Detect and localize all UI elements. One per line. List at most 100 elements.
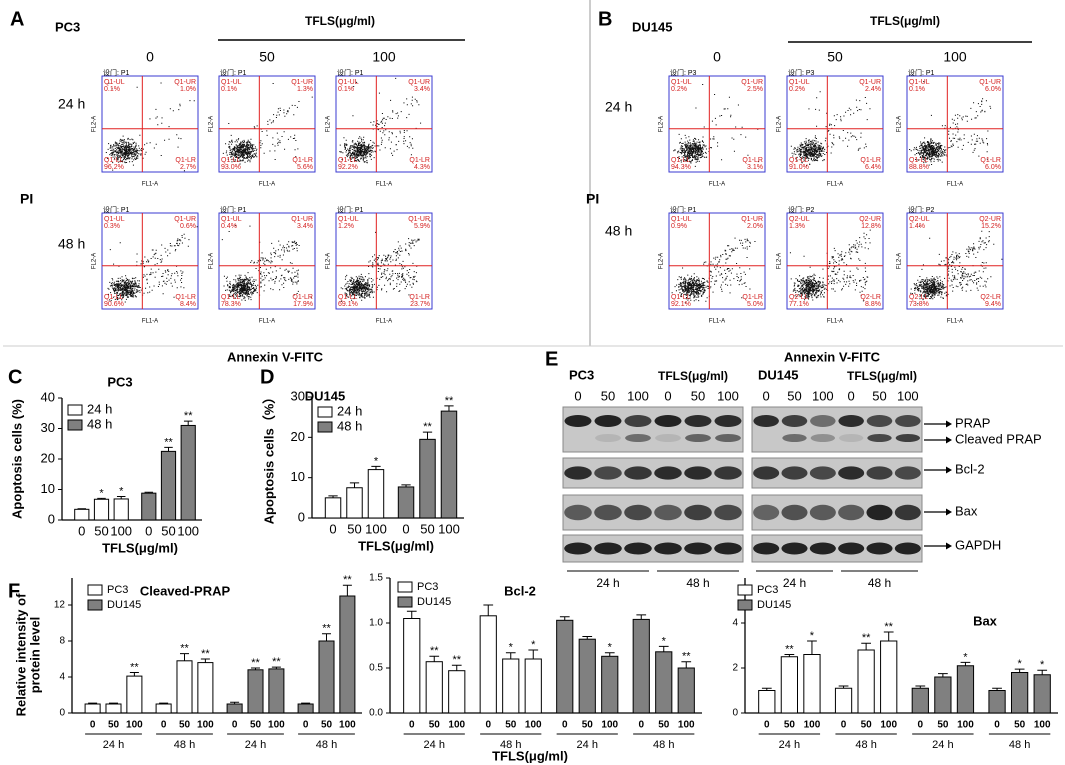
arrow-head <box>946 466 952 474</box>
plot-x-label: FL1-A <box>947 182 963 188</box>
quadrant-value: 3.4% <box>297 223 313 230</box>
cell-line: DU145 <box>758 367 798 382</box>
y-tick-label: 10 <box>291 469 305 484</box>
quadrant-name: Q1-UL <box>671 79 692 86</box>
plot-y-label: FL2-A <box>209 116 215 132</box>
error-bar <box>1037 669 1048 675</box>
error-bar <box>429 655 440 662</box>
chart-title: PC3 <box>107 374 132 389</box>
band <box>838 542 865 555</box>
bar <box>988 690 1006 714</box>
error-bar <box>271 666 281 669</box>
group-label: 24 h <box>779 739 800 751</box>
legend-swatch <box>67 419 83 431</box>
x-tick-label: 0 <box>638 720 644 731</box>
bar <box>556 619 574 714</box>
panel-letter: B <box>598 8 612 30</box>
band <box>894 466 921 480</box>
x-tick-label: 0 <box>329 521 336 536</box>
legend-label: PC3 <box>417 581 438 593</box>
band <box>809 504 836 521</box>
panel-letter: C <box>8 366 22 388</box>
bar <box>74 508 90 521</box>
x-tick-label: 0 <box>562 720 568 731</box>
quadrant-value: 6.0% <box>985 164 1001 171</box>
bar <box>632 618 650 714</box>
quadrant-value: 1.3% <box>297 86 313 93</box>
gate-label: 设门: P2 <box>908 205 935 214</box>
quadrant-value: 0.3% <box>104 223 120 230</box>
plot-x-label: FL1-A <box>142 182 158 188</box>
x-tick-label: 50 <box>179 720 191 731</box>
bar <box>126 675 143 714</box>
legend-swatch <box>317 421 333 433</box>
quadrant-name: Q1-LL <box>909 157 929 164</box>
x-tick-label: 50 <box>94 523 108 538</box>
quadrant-value: 0.4% <box>221 223 237 230</box>
legend-swatch <box>397 596 413 608</box>
band <box>594 504 622 521</box>
arrow-head <box>946 542 952 550</box>
blot-strip <box>562 457 744 489</box>
significance: * <box>810 630 815 642</box>
gate-label: 设门: P2 <box>788 205 815 214</box>
x-tick-label: 50 <box>321 720 333 731</box>
band <box>866 504 893 521</box>
time-label: 24 h <box>783 576 806 590</box>
quadrant-value: 0.1% <box>104 86 120 93</box>
quadrant-name: Q1-LR <box>980 157 1001 164</box>
quadrant-value: 15.2% <box>981 223 1001 230</box>
quadrant-name: Q1-UL <box>671 216 692 223</box>
band <box>594 542 622 555</box>
chart-title: Cleaved-PRAP <box>140 583 231 598</box>
quadrant-name: Q1-LL <box>338 157 358 164</box>
error-bar <box>250 667 261 670</box>
x-tick-label: 50 <box>108 720 120 731</box>
quadrant-value: 0.9% <box>671 223 687 230</box>
quadrant-value: 6.0% <box>985 86 1001 93</box>
plot-frame <box>786 75 884 173</box>
band <box>684 504 712 521</box>
bar <box>105 703 122 714</box>
bar <box>318 640 335 714</box>
group-label: 24 h <box>932 739 953 751</box>
y-tick-label: 30 <box>41 420 55 435</box>
y-tick-label: 0.0 <box>369 708 383 719</box>
plot-y-label: FL2-A <box>659 116 665 132</box>
x-tick-label: 50 <box>937 720 949 731</box>
y-tick-label: 4 <box>732 618 738 629</box>
x-tick-label: 50 <box>505 720 517 731</box>
lane-label: 0 <box>664 388 671 403</box>
event-dots <box>909 81 992 166</box>
bar <box>84 703 101 714</box>
x-tick-label: 50 <box>161 523 175 538</box>
quadrant-name: Q1-LL <box>338 294 358 301</box>
significance: ** <box>272 656 281 668</box>
bar <box>803 654 821 714</box>
bar <box>911 687 929 714</box>
time-label: 48 h <box>868 576 891 590</box>
lane-label: 0 <box>848 388 855 403</box>
quadrant-name: Q1-LL <box>789 157 809 164</box>
band <box>753 504 780 521</box>
event-dots <box>671 237 756 304</box>
plot-y-label: FL2-A <box>777 116 783 132</box>
error-bar <box>505 652 516 659</box>
quadrant-name: Q1-LR <box>292 157 313 164</box>
y-tick-label: 0.5 <box>369 663 383 674</box>
gate-label: 设门: P1 <box>670 205 697 214</box>
plot-y-label: FL2-A <box>209 253 215 269</box>
quadrant-value: 2.0% <box>747 223 763 230</box>
gate-label: 设门: P1 <box>220 68 247 77</box>
quadrant-value: 1.4% <box>909 223 925 230</box>
y-tick-label: 1.5 <box>369 573 383 584</box>
significance: * <box>99 487 104 499</box>
x-tick-label: 100 <box>525 720 542 731</box>
band <box>895 415 921 427</box>
significance: * <box>509 642 514 654</box>
bar <box>479 615 497 714</box>
error-bar <box>200 658 210 663</box>
band <box>654 504 682 521</box>
quadrant-value: 4.3% <box>414 164 430 171</box>
y-tick-label: 2 <box>732 663 738 674</box>
